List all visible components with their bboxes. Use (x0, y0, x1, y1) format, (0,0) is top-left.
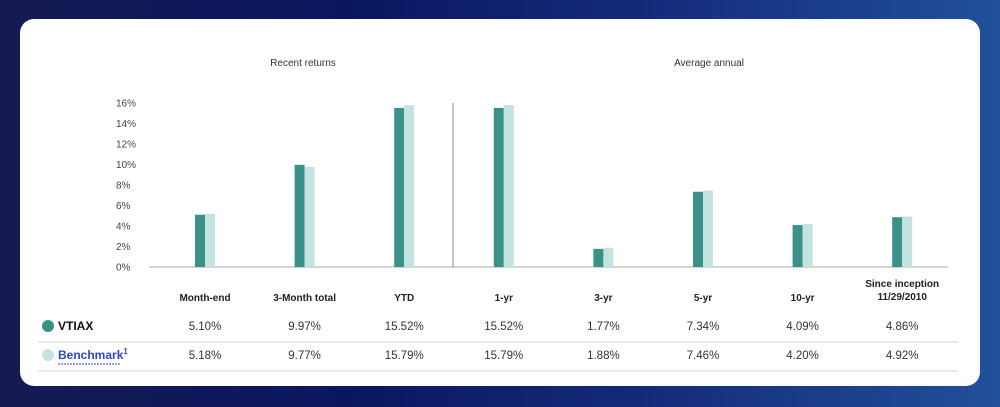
fund-bar (892, 217, 903, 267)
fund-bar (195, 214, 205, 267)
benchmark-bar (503, 105, 514, 267)
section-title-average: Average annual (674, 58, 744, 69)
fund-bar (294, 164, 305, 267)
category-label: YTD (394, 293, 414, 304)
fund-bar (593, 248, 604, 267)
category-label: 1-yr (495, 293, 513, 304)
y-tick-label: 8% (116, 181, 131, 192)
benchmark-bar (902, 216, 913, 267)
return-value: 1.77% (587, 321, 620, 333)
return-value: 4.86% (886, 321, 919, 333)
return-value: 15.79% (484, 350, 523, 362)
benchmark-link[interactable]: Benchmark1 (58, 347, 128, 362)
section-title-recent: Recent returns (270, 58, 336, 69)
fund-bar (792, 225, 803, 267)
benchmark-bar (703, 190, 713, 267)
returns-chart: Recent returns Average annual 0% 2% 4% 6% 8% 10… (38, 58, 958, 372)
return-value: 5.10% (189, 321, 222, 333)
fund-name: VTIAX (58, 319, 93, 333)
returns-card: Recent returns Average annual 0% 2% 4% 6% 8% 10… (20, 19, 980, 386)
category-label: 3-Month total (273, 293, 336, 304)
y-tick-label: 0% (116, 263, 131, 274)
benchmark-bar (802, 223, 813, 267)
fund-bar (693, 191, 703, 267)
benchmark-bar (304, 166, 315, 267)
return-value: 7.34% (687, 321, 720, 333)
category-label: Since inception (865, 279, 939, 290)
return-value: 5.18% (189, 350, 222, 362)
fund-bar (394, 107, 405, 267)
y-tick-label: 6% (116, 201, 131, 212)
footnote-superscript: 1 (123, 347, 128, 356)
y-tick-label: 4% (116, 222, 131, 233)
y-tick-label: 16% (116, 99, 136, 110)
y-tick-label: 10% (116, 160, 136, 171)
category-label: Month-end (179, 293, 230, 304)
y-tick-label: 12% (116, 140, 136, 151)
return-value: 15.52% (484, 321, 523, 333)
category-label: 5-yr (694, 293, 712, 304)
return-value: 15.79% (385, 350, 424, 362)
category-label: 10-yr (791, 293, 815, 304)
y-tick-label: 14% (116, 119, 136, 130)
return-value: 4.09% (786, 321, 819, 333)
category-label: 11/29/2010 (877, 292, 927, 303)
return-value: 15.52% (385, 321, 424, 333)
fund-bar (493, 107, 504, 267)
benchmark-bar (603, 247, 614, 267)
return-value: 4.92% (886, 350, 919, 362)
return-value: 1.88% (587, 350, 620, 362)
category-label: 3-yr (594, 293, 612, 304)
legend-dot-fund-icon (42, 320, 54, 332)
return-value: 7.46% (687, 350, 720, 362)
benchmark-bar (205, 213, 215, 267)
return-value: 9.97% (288, 321, 321, 333)
return-value: 4.20% (786, 350, 819, 362)
benchmark-bar (404, 105, 415, 267)
legend-dot-benchmark-icon (42, 349, 54, 361)
y-tick-label: 2% (116, 242, 131, 253)
return-value: 9.77% (288, 350, 321, 362)
